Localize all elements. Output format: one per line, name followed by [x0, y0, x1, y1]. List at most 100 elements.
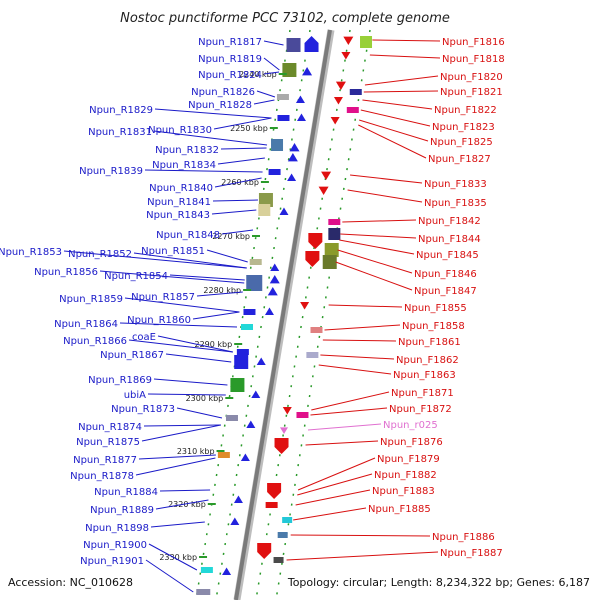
gene-box-left: [230, 378, 245, 392]
gene-label-left: Npun_R1867: [100, 350, 164, 361]
scale-label: 2330 kbp: [159, 553, 197, 562]
leader-line-left: [213, 117, 272, 130]
gene-label-left: Npun_R1889: [90, 505, 154, 516]
gene-label-right: Npun_F1825: [430, 137, 493, 148]
gene-arrow-right: [280, 427, 288, 434]
gene-box-left: [258, 204, 271, 216]
leader-line-right: [328, 304, 403, 308]
gene-label-left: Npun_R1831: [88, 127, 152, 138]
gene-label-left: Npun_R1832: [155, 145, 219, 156]
gene-label-left: Npun_R1866: [63, 336, 127, 347]
gene-arrow-left: [233, 495, 243, 503]
gene-box-right: [322, 255, 337, 269]
gene-label-right: Npun_F1821: [440, 87, 503, 98]
leader-line-left: [141, 424, 221, 442]
gene-label-left: Npun_R1843: [146, 210, 210, 221]
leader-line-right: [350, 174, 423, 184]
leader-line-left: [263, 40, 284, 46]
leader-line-left: [263, 71, 280, 75]
topology-text: Topology: circular; Length: 8,234,322 bp…: [287, 576, 590, 589]
gene-arrow-left: [302, 67, 313, 76]
leader-line-left: [135, 457, 216, 476]
leader-line-left: [133, 252, 247, 269]
leader-line-left: [214, 177, 262, 188]
leader-line-right: [339, 239, 415, 255]
gene-label-left: Npun_R1856: [34, 267, 98, 278]
label-layer: Npun_R1817 Npun_R1819 Npun_R1824 Npun_R1826…: [0, 37, 505, 593]
gene-label-right: Npun_F1822: [434, 105, 497, 116]
gene-label-left: Npun_R1884: [94, 487, 158, 498]
leader-line-right: [364, 75, 439, 86]
leader-line-left: [155, 499, 209, 510]
leader-line-right: [342, 219, 417, 223]
leader-line-left: [143, 424, 221, 427]
leader-line-left: [212, 199, 258, 202]
leader-line-left: [154, 108, 272, 119]
gene-bar-left: [277, 115, 290, 121]
leader-line-right: [337, 249, 413, 274]
gene-label-right: Npun_F1887: [440, 548, 503, 559]
gene-label-right: Npun_F1844: [418, 234, 481, 245]
gene-bar-left: [276, 94, 289, 100]
gene-label-left: Npun_R1901: [80, 556, 144, 567]
leader-line-left: [176, 407, 223, 419]
leader-line-left: [220, 147, 267, 150]
leader-line-right: [307, 423, 382, 431]
leader-line-right: [290, 534, 431, 537]
leader-line-right: [305, 440, 379, 446]
gene-label-left: ubiA: [124, 390, 146, 401]
gene-bar-right: [265, 502, 278, 508]
gene-label-right: Npun_F1846: [414, 269, 477, 280]
gene-arrow-right: [343, 36, 354, 45]
gene-arrow-left: [230, 517, 240, 525]
gene-arrow-right: [333, 97, 343, 105]
leader-line-left: [196, 291, 243, 297]
gene-arrow-left: [251, 390, 261, 398]
leader-line-right: [335, 261, 413, 291]
gene-arrow-left: [287, 153, 298, 162]
leader-line-left: [192, 311, 240, 320]
gene-arrow-left: [222, 567, 232, 575]
leader-line-left: [253, 99, 275, 105]
gene-bar-left: [236, 349, 249, 355]
leader-line-left: [157, 335, 233, 353]
gene-label-left: coaE: [132, 332, 156, 343]
gene-label-left: Npun_R1875: [76, 437, 140, 448]
leader-line-right: [322, 339, 397, 342]
leader-line-left: [63, 250, 247, 269]
gene-label-right: Npun_F1872: [389, 404, 452, 415]
gene-label-right: Npun_F1863: [393, 370, 456, 381]
gene-arrow-right: [282, 407, 292, 415]
gene-arrow-right: [305, 251, 320, 267]
leader-line-right: [324, 324, 401, 331]
leader-line-left: [159, 489, 211, 492]
gene-label-left: Npun_R1817: [198, 37, 262, 48]
leader-line-left: [169, 274, 245, 281]
gene-label-right: Npun_F1818: [442, 54, 505, 65]
gene-arrow-right: [300, 302, 310, 310]
backbone: [233, 29, 332, 600]
gene-label-left: Npun_R1869: [88, 375, 152, 386]
gene-label-right: Npun_F1886: [432, 532, 495, 543]
leader-line-left: [211, 209, 257, 215]
gene-label-right: Npun_F1879: [377, 454, 440, 465]
gene-arrow-left: [287, 173, 297, 181]
gene-label-left: Npun_R1874: [78, 422, 142, 433]
gene-arrow-left: [267, 287, 278, 296]
gene-bar-left: [225, 415, 238, 421]
gene-box-left: [271, 139, 284, 151]
leader-line-right: [362, 99, 433, 110]
feature-layer: [196, 36, 373, 595]
gene-label-left: Npun_R1834: [152, 160, 216, 171]
leader-line-right: [320, 354, 395, 360]
gene-arrow-left: [246, 420, 256, 428]
gene-label-left: Npun_R1859: [59, 294, 123, 305]
gene-box-right: [328, 228, 341, 240]
gene-arrow-right: [335, 81, 346, 90]
gene-arrow-left: [270, 263, 280, 271]
leader-line-right: [347, 189, 423, 203]
gene-label-right: Npun_F1842: [418, 216, 481, 227]
gene-bar-right: [346, 107, 359, 113]
gene-label-right: Npun_F1876: [380, 437, 443, 448]
